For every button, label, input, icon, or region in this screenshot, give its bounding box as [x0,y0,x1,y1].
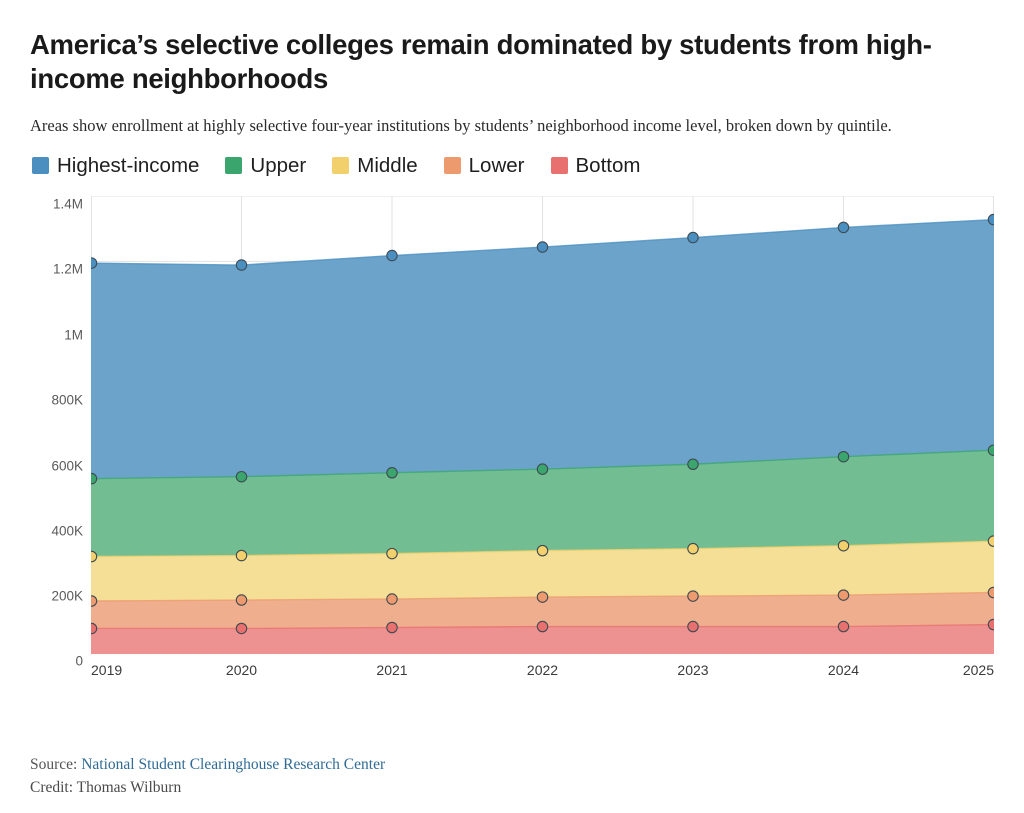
y-axis-tick-label: 1.4M [52,196,83,212]
y-axis-tick-label: 1M [64,327,83,343]
legend-item-upper[interactable]: Upper [225,154,306,178]
data-point-marker[interactable] [536,241,549,253]
y-axis-tick-label: 0 [75,653,83,669]
data-point-marker[interactable] [987,586,994,599]
source-link[interactable]: National Student Clearinghouse Research … [81,756,386,774]
y-axis-labels: 0 200K 400K 600K 800K 1M 1.2M 1.4M [30,196,83,668]
x-axis-tick-label: 2019 [91,661,123,678]
data-point-marker[interactable] [687,590,699,602]
data-point-marker[interactable] [386,621,398,634]
legend-item-bottom[interactable]: Bottom [550,153,641,178]
page-title: America’s selective colleges remain domi… [30,29,932,94]
data-point-marker[interactable] [386,593,398,605]
legend-item-highest-income[interactable]: Highest-income [32,154,199,178]
data-point-marker[interactable] [687,458,699,470]
legend-item-label: Bottom [575,153,641,177]
credit-line: Credit: Thomas Wilburn [30,778,182,796]
legend-item-middle[interactable]: Middle [332,153,418,178]
data-point-marker[interactable] [536,544,549,557]
data-point-marker[interactable] [987,618,994,631]
chart-legend: Highest-income Upper Middle Lower Bottom [32,154,994,178]
stacked-area-svg [91,195,994,654]
data-point-marker[interactable] [235,594,248,606]
data-point-marker[interactable] [987,535,994,547]
y-axis-tick-label: 800K [51,392,83,408]
data-point-marker[interactable] [536,463,549,475]
legend-item-label: Highest-income [57,153,200,177]
y-axis-tick-label: 400K [51,523,83,539]
y-axis-tick-label: 200K [51,588,83,604]
legend-item-label: Upper [250,153,307,177]
x-axis-tick-label: 2020 [225,661,258,678]
source-line: Source: National Student Clearinghouse R… [30,754,385,776]
data-point-marker[interactable] [536,620,549,633]
legend-swatch-icon [225,157,243,175]
x-axis-tick-label: 2022 [526,661,559,678]
data-point-marker[interactable] [837,620,850,633]
data-point-marker[interactable] [91,622,98,635]
x-axis-tick-label: 2024 [827,661,860,678]
data-point-marker[interactable] [91,472,98,485]
data-point-marker[interactable] [987,444,994,456]
y-axis-tick-label: 600K [51,458,83,474]
data-point-marker[interactable] [536,591,549,603]
plot-area [91,195,994,654]
x-axis-tick-label: 2021 [376,661,408,678]
data-point-marker[interactable] [837,539,850,552]
legend-swatch-icon [443,157,461,175]
data-point-marker[interactable] [91,257,98,269]
data-point-marker[interactable] [386,249,398,262]
chart-footer: Source: National Student Clearinghouse R… [30,754,385,799]
data-point-marker[interactable] [235,622,248,635]
data-point-marker[interactable] [91,550,98,563]
legend-item-lower[interactable]: Lower [443,153,525,178]
chart-subtitle: Areas show enrollment at highly selectiv… [30,116,892,136]
legend-swatch-icon [550,157,568,175]
data-point-marker[interactable] [386,547,398,560]
data-point-marker[interactable] [91,595,98,607]
data-point-marker[interactable] [235,259,248,271]
data-point-marker[interactable] [386,466,398,479]
data-point-marker[interactable] [687,542,699,555]
x-axis-tick-label: 2025 [962,661,994,678]
area-band-bottom[interactable] [91,624,994,654]
legend-item-label: Lower [468,153,525,177]
data-point-marker[interactable] [987,213,994,226]
data-point-marker[interactable] [235,549,248,562]
data-point-marker[interactable] [687,620,699,633]
source-label: Source: [30,756,82,774]
legend-item-label: Middle [357,153,418,177]
chart-container: 0 200K 400K 600K 800K 1M 1.2M 1.4M 2019 2020 2021… [30,188,994,688]
data-point-marker[interactable] [837,221,850,234]
x-axis-tick-label: 2023 [677,661,709,678]
data-point-marker[interactable] [687,231,699,244]
y-axis-tick-label: 1.2M [52,261,83,277]
x-axis-labels: 2019 2020 2021 2022 2023 2024 2025 [91,662,994,686]
data-point-marker[interactable] [837,589,850,601]
legend-swatch-icon [332,157,350,175]
data-point-marker[interactable] [235,470,248,483]
data-point-marker[interactable] [837,450,850,463]
legend-swatch-icon [32,157,49,175]
